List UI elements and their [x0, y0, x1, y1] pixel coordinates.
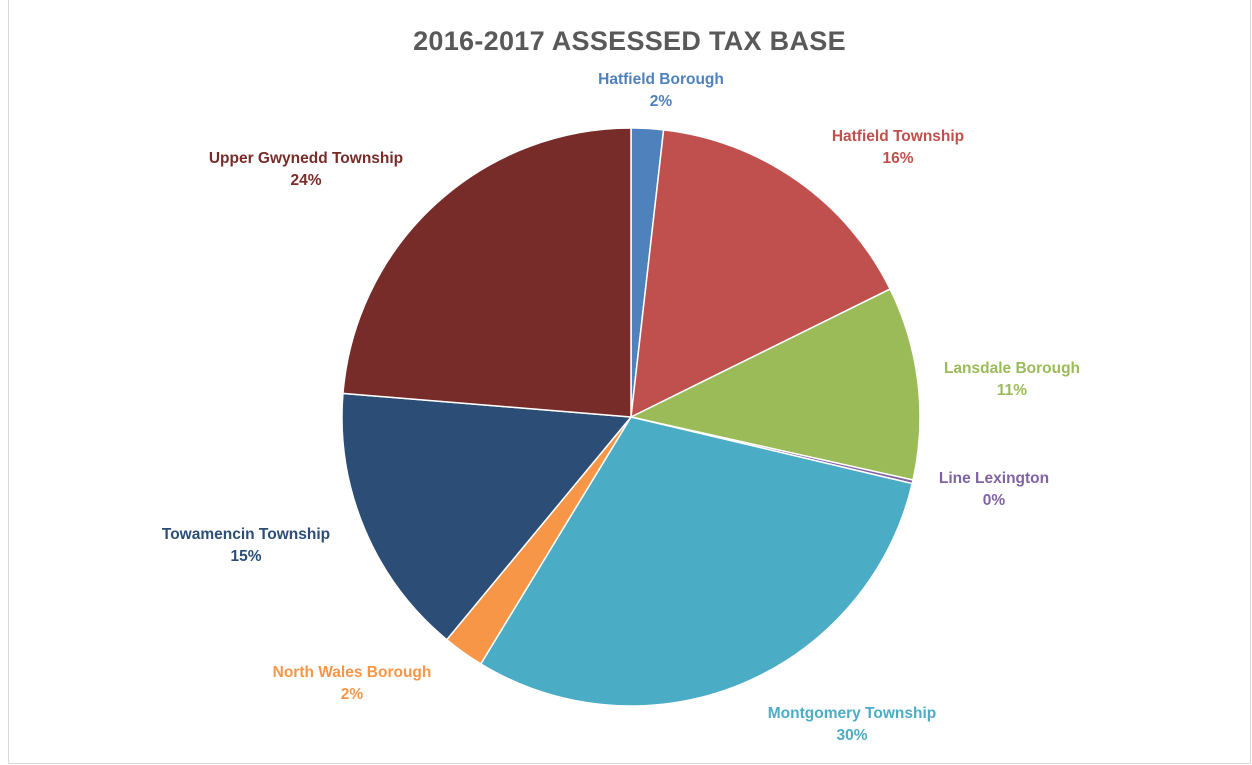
pie-slice-hatfield-township [630, 129, 892, 419]
slice-label-lansdale-borough: Lansdale Borough 11% [944, 360, 1080, 399]
slice-label-hatfield-township: Hatfield Township 16% [832, 128, 964, 167]
pie-slice-montgomery-township [479, 416, 914, 707]
slice-label-upper-gwynedd-township: Upper Gwynedd Township 24% [209, 150, 403, 189]
slice-label-percent: 2% [341, 686, 364, 703]
slice-label-name: Towamencin Township [162, 526, 330, 543]
slice-label-percent: 15% [230, 548, 261, 565]
pie-slice-lansdale-borough [628, 288, 921, 481]
slice-label-name: Upper Gwynedd Township [209, 150, 403, 167]
slice-label-percent: 16% [882, 150, 913, 167]
pie-slice-upper-gwynedd-township [342, 127, 632, 418]
chart-title: 2016-2017 ASSESSED TAX BASE [413, 26, 846, 56]
slice-label-name: Hatfield Borough [598, 71, 724, 88]
slice-label-name: Line Lexington [939, 470, 1049, 487]
pie-chart: Hatfield Borough 2% Hatfield Township 16% La… [162, 71, 1080, 744]
slice-label-percent: 24% [290, 172, 321, 189]
slice-label-line-lexington: Line Lexington 0% [939, 470, 1049, 509]
slice-label-name: Montgomery Township [768, 705, 936, 722]
chart-area: 2016-2017 ASSESSED TAX BASE Hatfield Bor… [8, 0, 1251, 764]
pie-slice-towamencin-township [341, 392, 633, 641]
slice-label-name: Hatfield Township [832, 128, 964, 145]
slice-label-towamencin-township: Towamencin Township 15% [162, 526, 330, 565]
slice-label-name: Lansdale Borough [944, 360, 1080, 377]
slice-label-percent: 0% [983, 492, 1006, 509]
slice-label-hatfield-borough: Hatfield Borough 2% [598, 71, 724, 110]
slice-label-name: North Wales Borough [273, 664, 432, 681]
slice-label-montgomery-township: Montgomery Township 30% [768, 705, 936, 744]
slice-label-north-wales-borough: North Wales Borough 2% [273, 664, 432, 703]
slice-label-percent: 11% [997, 382, 1027, 399]
slice-label-percent: 30% [836, 727, 867, 744]
slice-label-percent: 2% [650, 93, 673, 110]
